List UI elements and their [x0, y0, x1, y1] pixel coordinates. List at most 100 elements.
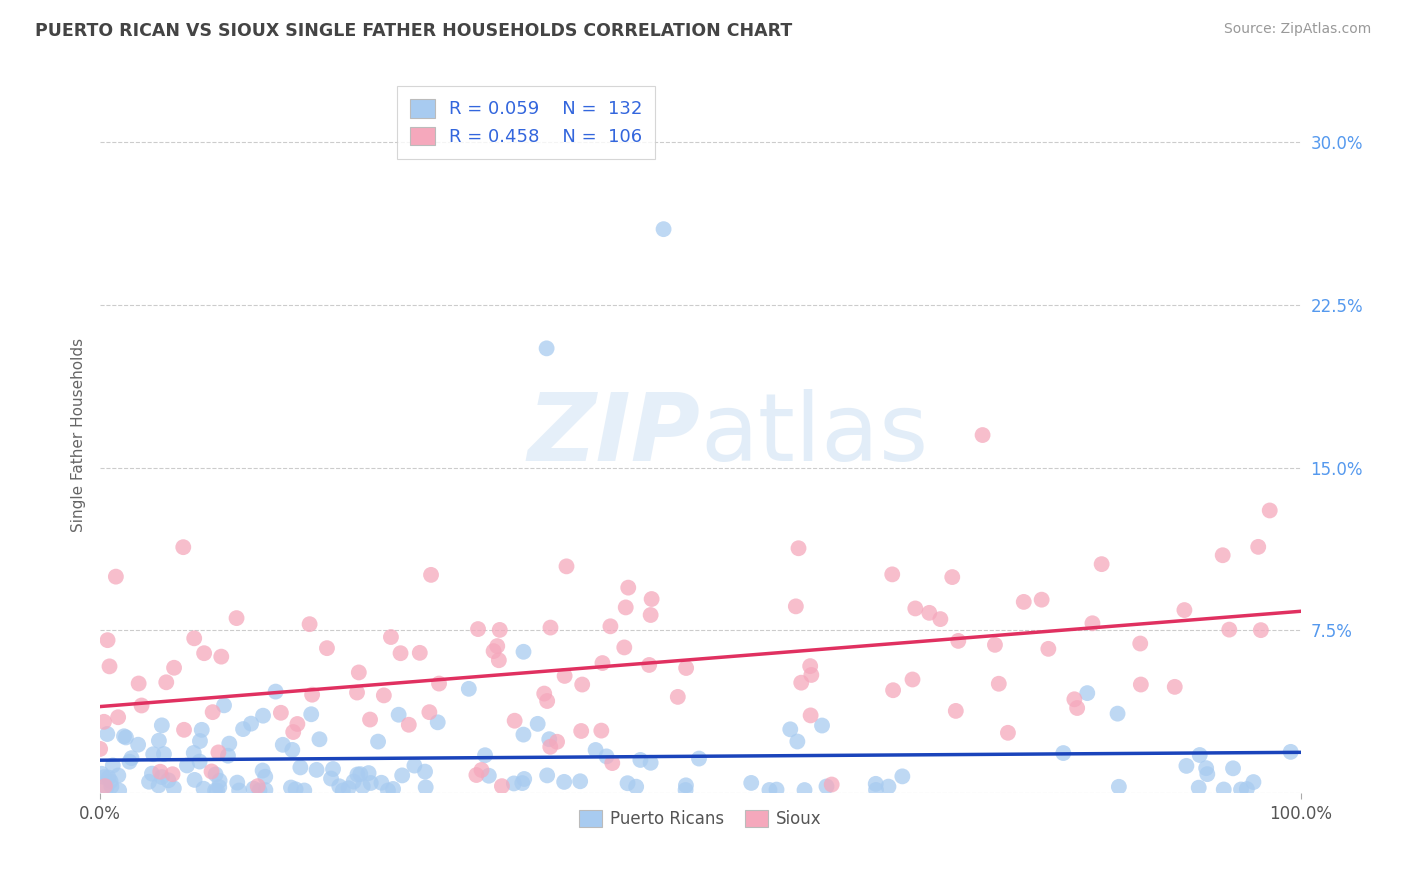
Point: [640, 756, 662, 770]
Point: [163, 661, 186, 675]
Point: [553, 775, 575, 789]
Point: [652, 222, 675, 236]
Point: [675, 783, 697, 797]
Point: [1173, 603, 1195, 617]
Point: [264, 684, 287, 698]
Point: [107, 710, 129, 724]
Point: [811, 718, 834, 732]
Point: [628, 753, 651, 767]
Point: [512, 728, 534, 742]
Point: [1258, 503, 1281, 517]
Point: [948, 633, 970, 648]
Point: [591, 656, 613, 670]
Point: [427, 676, 450, 690]
Point: [225, 611, 247, 625]
Point: [370, 776, 392, 790]
Point: [409, 646, 432, 660]
Point: [349, 767, 371, 781]
Point: [536, 694, 558, 708]
Text: PUERTO RICAN VS SIOUX SINGLE FATHER HOUSEHOLDS CORRELATION CHART: PUERTO RICAN VS SIOUX SINGLE FATHER HOUS…: [35, 22, 793, 40]
Point: [474, 748, 496, 763]
Point: [118, 755, 141, 769]
Point: [929, 612, 952, 626]
Point: [155, 675, 177, 690]
Point: [346, 767, 368, 781]
Point: [865, 777, 887, 791]
Point: [478, 769, 501, 783]
Point: [240, 716, 263, 731]
Point: [1230, 782, 1253, 797]
Point: [281, 743, 304, 757]
Point: [1031, 592, 1053, 607]
Point: [217, 748, 239, 763]
Point: [785, 599, 807, 614]
Point: [249, 783, 271, 797]
Point: [666, 690, 689, 704]
Point: [149, 764, 172, 779]
Point: [93, 714, 115, 729]
Point: [98, 659, 121, 673]
Point: [413, 764, 436, 779]
Point: [357, 766, 380, 780]
Point: [569, 723, 592, 738]
Point: [569, 774, 592, 789]
Point: [183, 632, 205, 646]
Point: [1247, 540, 1270, 554]
Point: [207, 746, 229, 760]
Point: [228, 783, 250, 797]
Point: [252, 708, 274, 723]
Point: [212, 698, 235, 713]
Point: [271, 738, 294, 752]
Y-axis label: Single Father Households: Single Father Households: [72, 338, 86, 533]
Point: [800, 708, 823, 723]
Point: [1108, 780, 1130, 794]
Point: [426, 715, 449, 730]
Point: [941, 570, 963, 584]
Point: [617, 581, 640, 595]
Point: [877, 780, 900, 794]
Point: [488, 623, 510, 637]
Point: [591, 723, 613, 738]
Point: [319, 772, 342, 786]
Point: [599, 619, 621, 633]
Point: [148, 779, 170, 793]
Point: [1188, 780, 1211, 795]
Point: [112, 729, 135, 743]
Point: [512, 645, 534, 659]
Point: [1066, 701, 1088, 715]
Point: [1164, 680, 1187, 694]
Point: [97, 633, 120, 648]
Text: Source: ZipAtlas.com: Source: ZipAtlas.com: [1223, 22, 1371, 37]
Point: [740, 776, 762, 790]
Point: [328, 779, 350, 793]
Point: [252, 764, 274, 778]
Point: [758, 783, 780, 797]
Point: [204, 767, 226, 781]
Point: [640, 592, 662, 607]
Point: [97, 771, 120, 785]
Point: [108, 783, 131, 797]
Point: [488, 653, 510, 667]
Point: [121, 751, 143, 765]
Point: [793, 783, 815, 797]
Point: [270, 706, 292, 720]
Point: [127, 738, 149, 752]
Point: [148, 733, 170, 747]
Point: [491, 779, 513, 793]
Point: [536, 768, 558, 782]
Point: [882, 683, 904, 698]
Point: [322, 762, 344, 776]
Point: [790, 675, 813, 690]
Point: [526, 716, 548, 731]
Point: [600, 756, 623, 770]
Point: [360, 776, 382, 790]
Point: [209, 649, 232, 664]
Point: [533, 687, 555, 701]
Point: [107, 768, 129, 782]
Point: [283, 725, 305, 739]
Point: [200, 764, 222, 779]
Legend: Puerto Ricans, Sioux: Puerto Ricans, Sioux: [572, 803, 828, 834]
Point: [638, 657, 661, 672]
Point: [346, 685, 368, 699]
Point: [799, 659, 821, 673]
